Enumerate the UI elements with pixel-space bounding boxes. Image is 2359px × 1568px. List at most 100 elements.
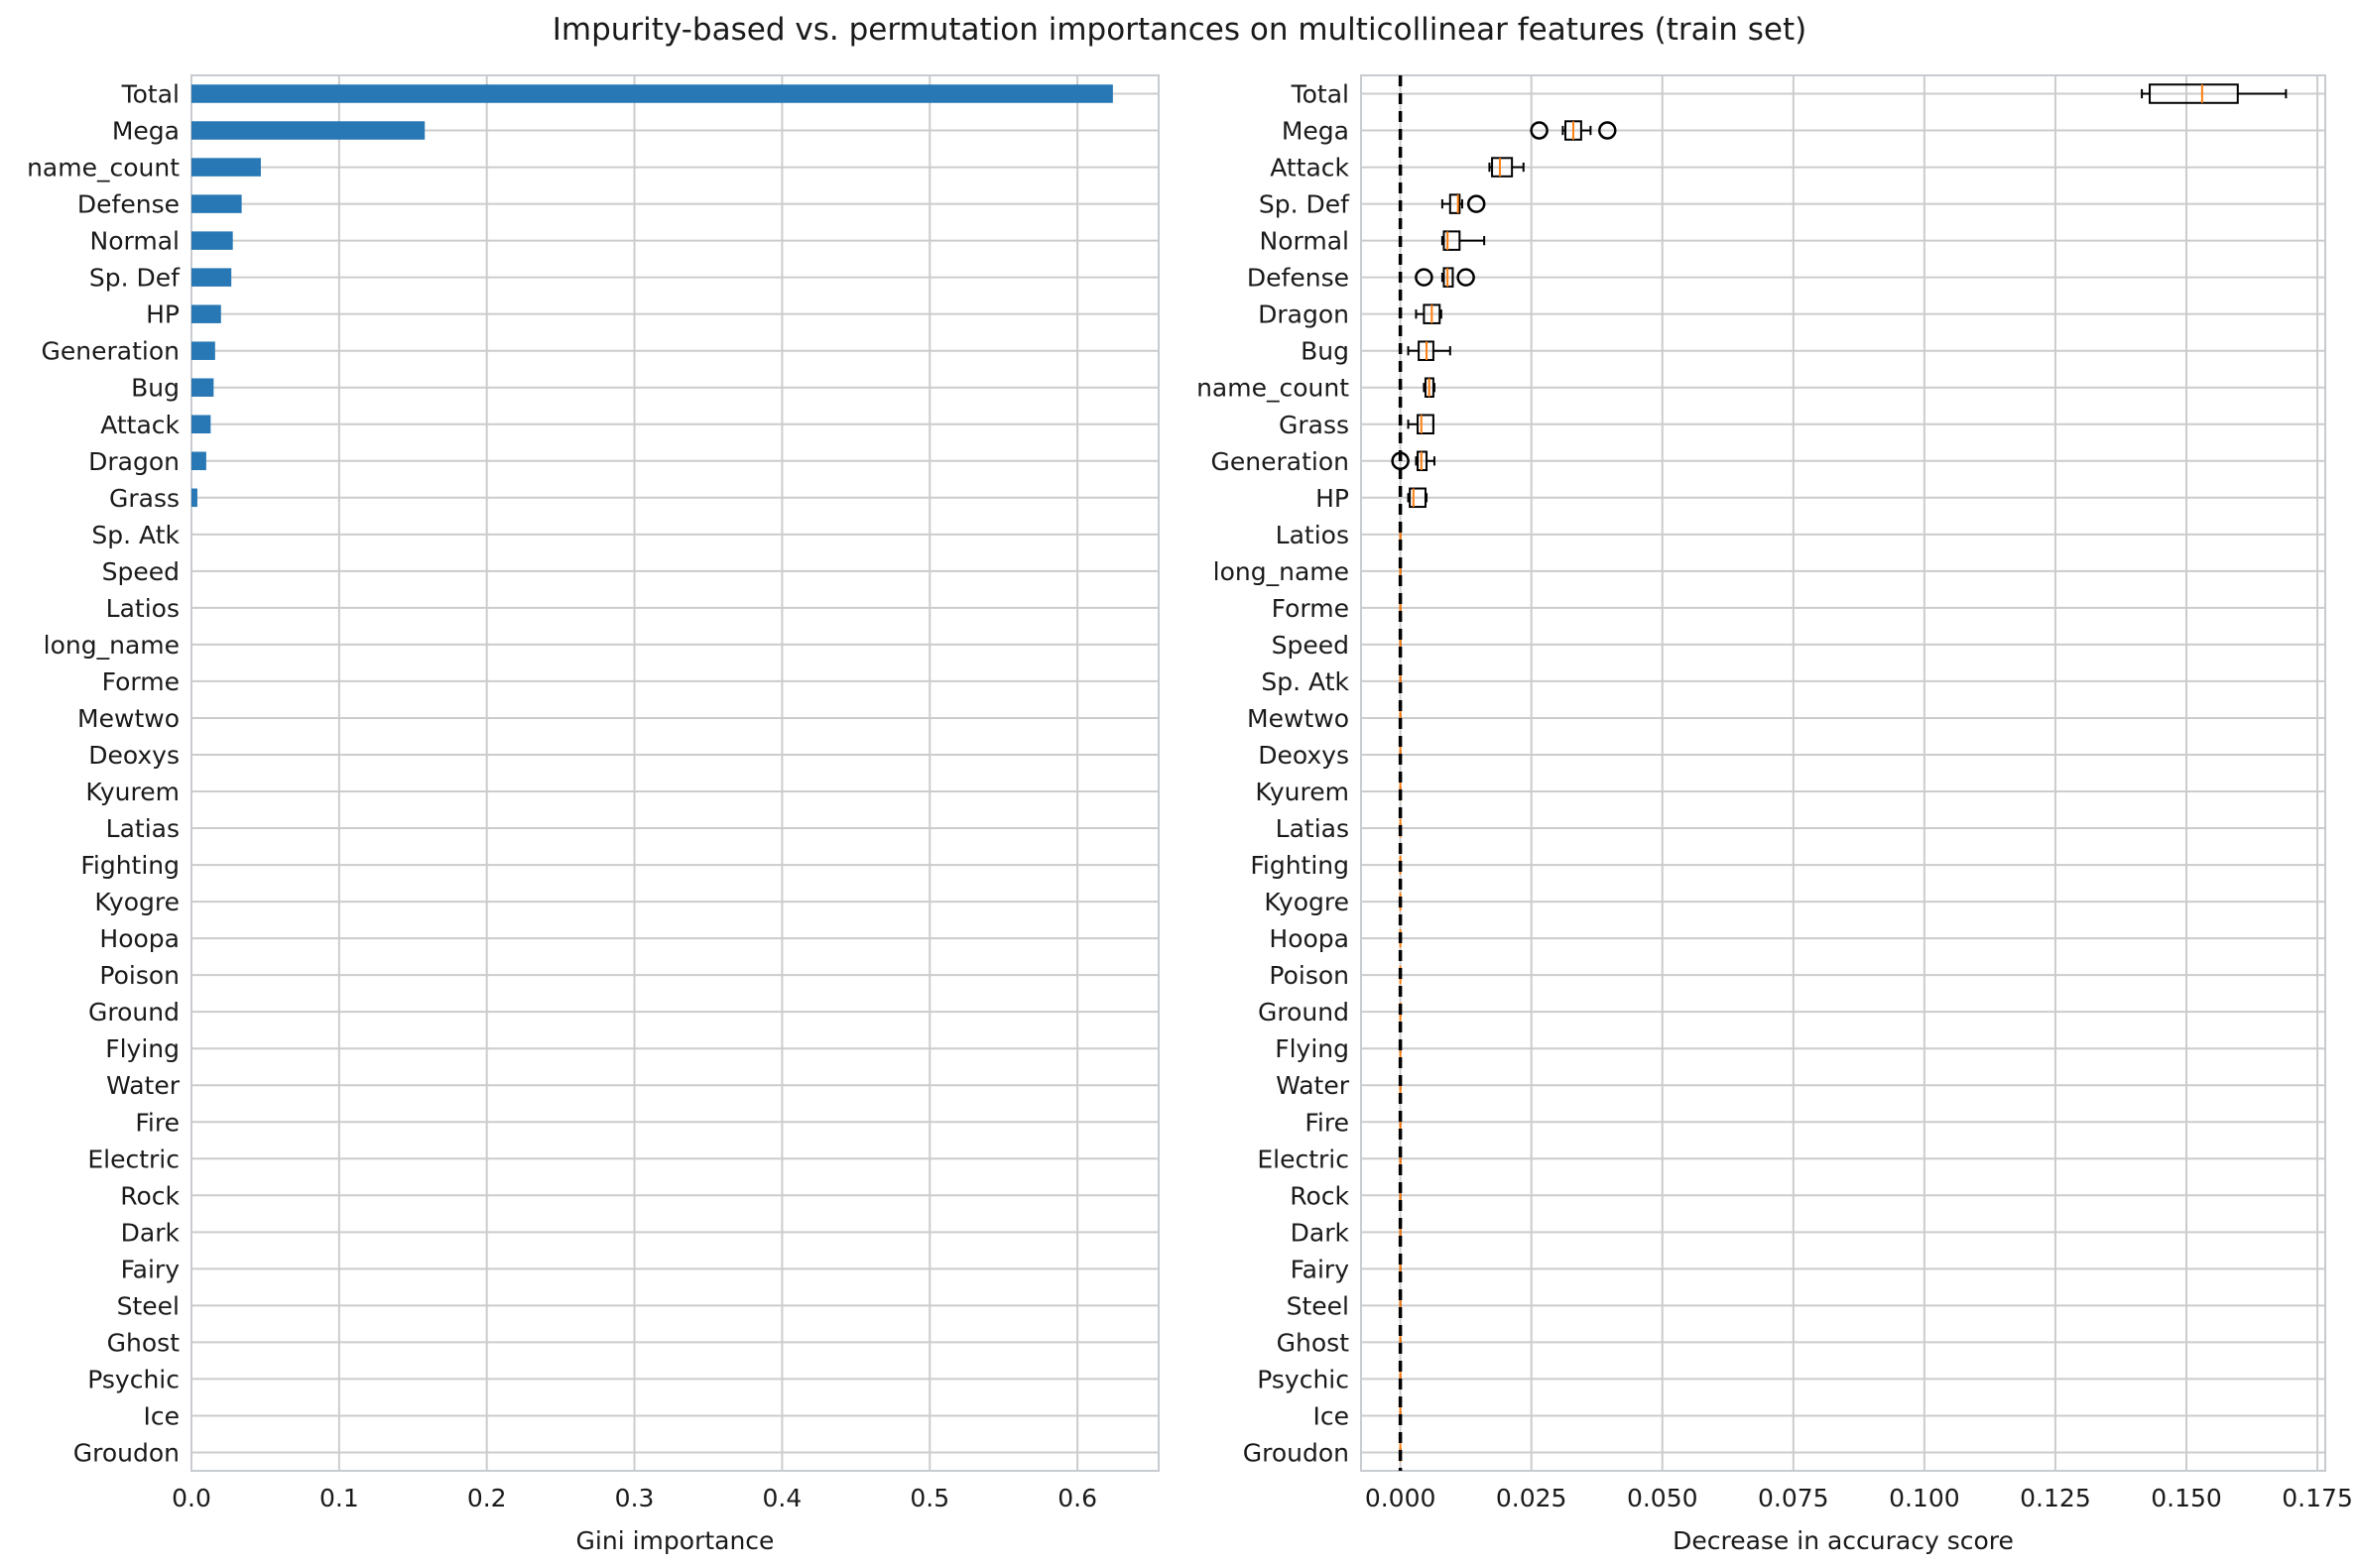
perm-axes-frame: [1360, 74, 2326, 1472]
perm-ytick-label-name-count: name_count: [1196, 374, 1349, 403]
gini-ytick-label-ground: Ground: [88, 998, 180, 1026]
gini-ytick-label-sp-def: Sp. Def: [89, 264, 181, 293]
bar-sp-def: [191, 268, 232, 287]
gini-ytick-label-fairy: Fairy: [121, 1255, 181, 1283]
gini-ytick-label-kyogre: Kyogre: [94, 888, 180, 916]
gini-ytick-label-name-count: name_count: [27, 154, 180, 182]
perm-ytick-label-ghost: Ghost: [1277, 1328, 1350, 1357]
bar-total: [191, 84, 1113, 103]
perm-ytick-label-steel: Steel: [1287, 1291, 1349, 1320]
gini-ytick-label-poison: Poison: [99, 961, 180, 990]
gini-ytick-label-fighting: Fighting: [80, 851, 180, 880]
flier-mega: [1530, 121, 1549, 140]
gini-xtick-label: 0.3: [615, 1484, 655, 1512]
perm-ytick-label-flying: Flying: [1275, 1034, 1349, 1063]
perm-ytick-label-mega: Mega: [1282, 117, 1349, 146]
gini-ytick-label-normal: Normal: [90, 227, 180, 256]
bar-dragon: [191, 451, 206, 471]
perm-xaxis-label: Decrease in accuracy score: [1673, 1526, 2014, 1555]
perm-ytick-label-latias: Latias: [1276, 814, 1349, 843]
perm-ytick-label-kyurem: Kyurem: [1255, 778, 1349, 806]
bar-bug: [191, 378, 214, 397]
gini-ytick-label-rock: Rock: [120, 1181, 180, 1210]
gini-ytick-label-water: Water: [106, 1071, 181, 1100]
flier-mega: [1598, 121, 1617, 140]
gini-importance-panel: Total Mega name_count Defense Normal Sp. Def H…: [27, 74, 1160, 1555]
figure-title: Impurity-based vs. permutation importanc…: [552, 12, 1807, 48]
gini-xtick-label: 0.0: [172, 1484, 211, 1512]
perm-ytick-label-latios: Latios: [1276, 521, 1349, 549]
box-sp-def: [1448, 193, 1461, 214]
gini-ytick-label-generation: Generation: [42, 337, 180, 366]
gini-ytick-label-hp: HP: [146, 301, 180, 329]
box-normal: [1442, 230, 1461, 251]
gini-xaxis-label: Gini importance: [576, 1526, 775, 1555]
gini-ytick-label-flying: Flying: [105, 1034, 180, 1063]
perm-ytick-label-poison: Poison: [1269, 961, 1349, 990]
perm-ytick-label-dragon: Dragon: [1258, 301, 1349, 329]
perm-ytick-label-fire: Fire: [1304, 1108, 1349, 1137]
box-hp: [1409, 487, 1427, 509]
gini-ytick-label-ghost: Ghost: [107, 1328, 181, 1357]
perm-ytick-label-normal: Normal: [1260, 227, 1349, 256]
perm-ytick-label-dark: Dark: [1291, 1218, 1350, 1247]
gini-ytick-label-electric: Electric: [87, 1145, 180, 1173]
gini-axes-frame: [190, 74, 1160, 1472]
gini-ytick-label-mewtwo: Mewtwo: [77, 704, 180, 733]
gini-ytick-label-speed: Speed: [102, 557, 180, 586]
gini-ytick-label-total: Total: [121, 80, 180, 109]
perm-ytick-label-water: Water: [1276, 1071, 1350, 1100]
perm-ytick-label-deoxys: Deoxys: [1258, 741, 1349, 770]
perm-xtick-label: 0.050: [1627, 1484, 1698, 1512]
bar-name-count: [191, 158, 261, 177]
perm-ytick-label-forme: Forme: [1272, 594, 1349, 623]
gini-ytick-label-groudon: Groudon: [73, 1438, 180, 1467]
permutation-importance-panel: Total Mega Attack Sp. Def Normal Defense Drago…: [1196, 74, 2353, 1555]
perm-ytick-label-total: Total: [1291, 80, 1349, 109]
bar-grass: [191, 488, 197, 508]
perm-ytick-label-groudon: Groudon: [1243, 1438, 1349, 1467]
perm-xtick-label: 0.150: [2151, 1484, 2222, 1512]
bar-defense: [191, 194, 242, 213]
gini-ytick-label-ice: Ice: [144, 1401, 181, 1430]
perm-xtick-label: 0.000: [1365, 1484, 1436, 1512]
perm-xtick-label: 0.100: [1889, 1484, 1960, 1512]
perm-ytick-label-fighting: Fighting: [1250, 851, 1349, 880]
gini-ytick-label-latias: Latias: [106, 814, 180, 843]
perm-ytick-label-ground: Ground: [1258, 998, 1349, 1026]
perm-xtick-label: 0.125: [2020, 1484, 2091, 1512]
gini-ytick-label-hoopa: Hoopa: [99, 924, 180, 953]
perm-ytick-label-kyogre: Kyogre: [1264, 888, 1349, 916]
gini-ytick-label-long-name: long_name: [44, 631, 180, 660]
bar-hp: [191, 304, 221, 323]
perm-ytick-label-ice: Ice: [1313, 1401, 1350, 1430]
gini-ytick-label-psychic: Psychic: [87, 1365, 180, 1393]
perm-xtick-label: 0.175: [2282, 1484, 2353, 1512]
perm-ytick-label-defense: Defense: [1247, 264, 1349, 293]
gini-ytick-label-dragon: Dragon: [88, 447, 180, 476]
perm-xtick-label: 0.025: [1496, 1484, 1567, 1512]
perm-ytick-label-psychic: Psychic: [1257, 1365, 1349, 1393]
perm-ytick-label-fairy: Fairy: [1291, 1255, 1350, 1283]
perm-ytick-label-electric: Electric: [1257, 1145, 1349, 1173]
gini-ytick-label-deoxys: Deoxys: [88, 741, 180, 770]
perm-ytick-label-bug: Bug: [1301, 337, 1349, 366]
perm-ytick-label-hp: HP: [1315, 484, 1349, 513]
bar-mega: [191, 121, 426, 140]
gini-xtick-label: 0.1: [319, 1484, 359, 1512]
gini-ytick-label-attack: Attack: [100, 411, 180, 439]
gini-ytick-label-mega: Mega: [112, 117, 180, 146]
bar-normal: [191, 231, 233, 250]
perm-ytick-label-hoopa: Hoopa: [1269, 924, 1349, 953]
bar-generation: [191, 341, 215, 360]
perm-ytick-label-rock: Rock: [1290, 1181, 1349, 1210]
perm-ytick-label-generation: Generation: [1211, 447, 1349, 476]
gini-xtick-label: 0.4: [763, 1484, 803, 1512]
gini-xtick-label: 0.5: [910, 1484, 949, 1512]
perm-ytick-label-sp-def: Sp. Def: [1259, 190, 1350, 219]
gini-ytick-label-latios: Latios: [106, 594, 180, 623]
perm-ytick-label-grass: Grass: [1279, 411, 1349, 439]
gini-ytick-label-dark: Dark: [121, 1218, 181, 1247]
perm-ytick-label-mewtwo: Mewtwo: [1247, 704, 1349, 733]
gini-ytick-label-steel: Steel: [117, 1291, 180, 1320]
